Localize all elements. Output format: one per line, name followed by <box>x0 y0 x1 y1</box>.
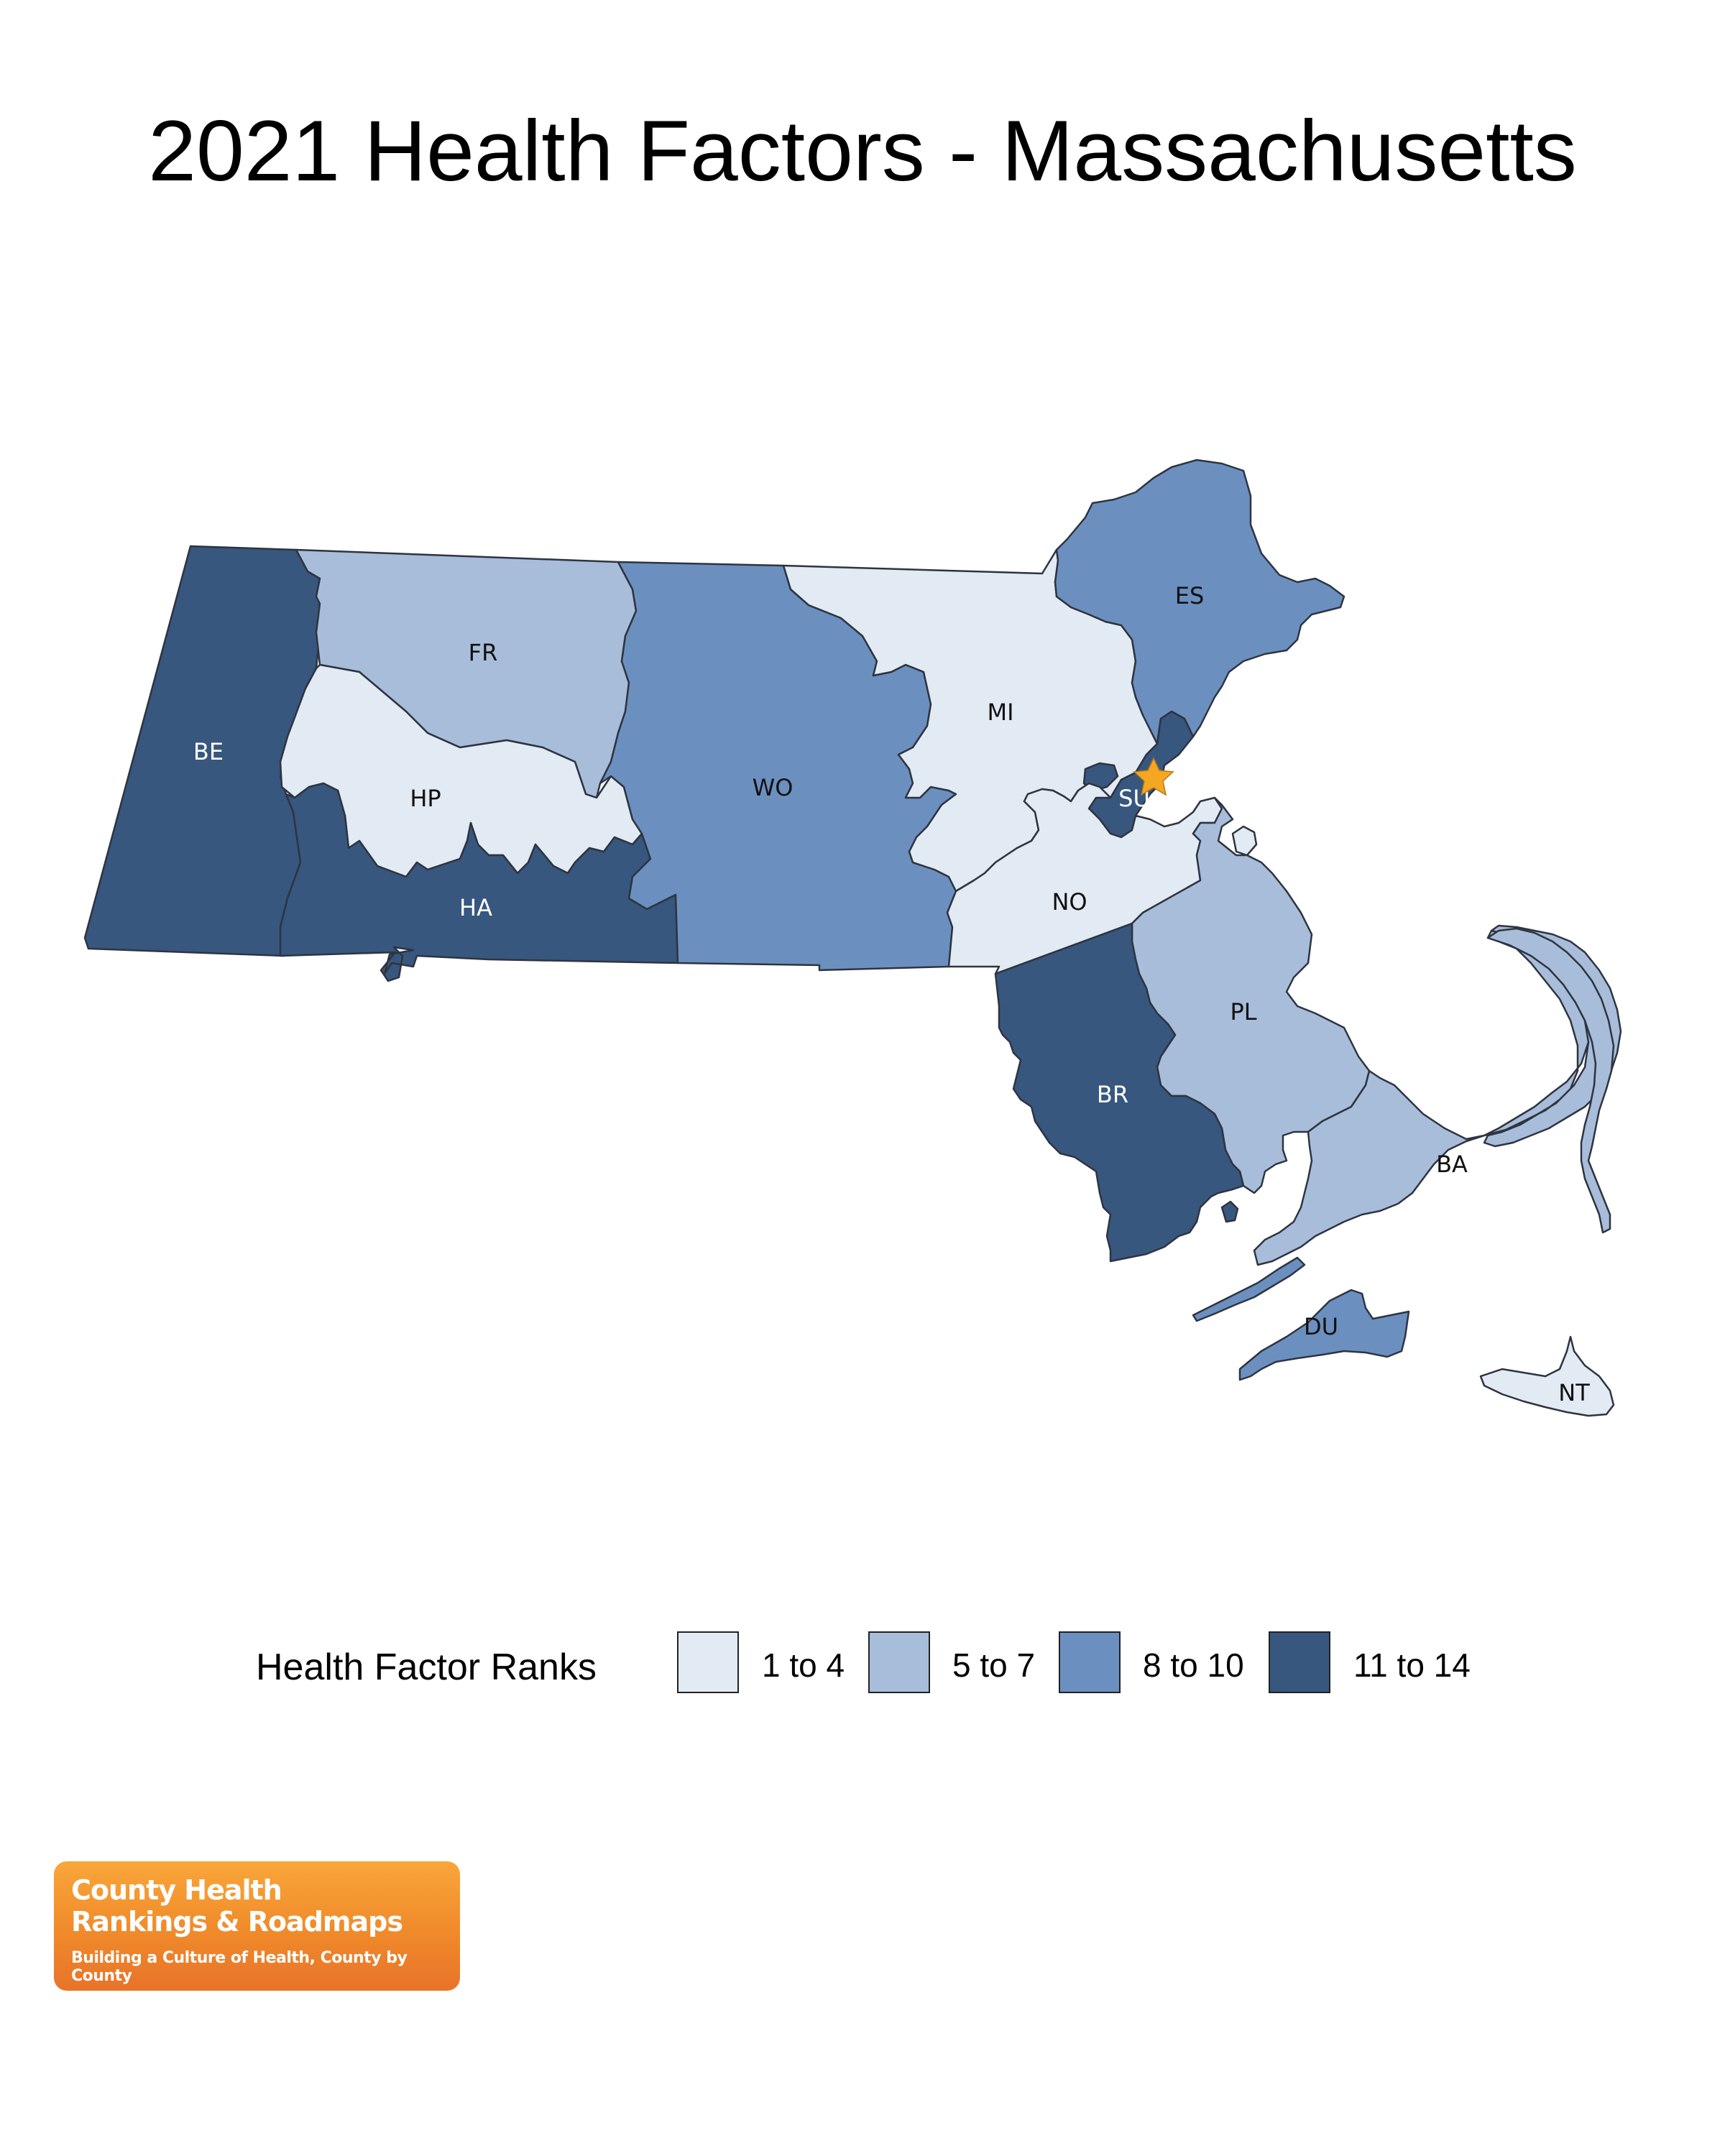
legend-title: Health Factor Ranks <box>256 1646 597 1688</box>
legend-label-11-to-14: 11 to 14 <box>1353 1646 1471 1684</box>
county-label-DU: DU <box>1304 1313 1338 1340</box>
county-label-NO: NO <box>1052 888 1087 916</box>
county-region-ES[interactable] <box>1054 459 1346 745</box>
county-label-HP: HP <box>410 785 441 812</box>
legend-swatch-8-to-10 <box>1059 1631 1121 1693</box>
county-label-BA: BA <box>1436 1151 1468 1178</box>
county-label-NT: NT <box>1558 1379 1590 1406</box>
county-region-DU-islands[interactable] <box>1192 1256 1306 1322</box>
county-label-BR: BR <box>1097 1081 1128 1108</box>
county-region-BA-outer[interactable] <box>1486 927 1615 1234</box>
county-label-BE: BE <box>193 738 224 765</box>
county-region-NO-hull[interactable] <box>1231 825 1258 857</box>
legend-label-1-to-4: 1 to 4 <box>762 1646 845 1684</box>
legend: Health Factor Ranks 1 to 4 5 to 7 8 to 1… <box>0 1624 1725 1710</box>
county-label-ES: ES <box>1175 582 1205 609</box>
legend-swatch-11-to-14 <box>1269 1631 1330 1693</box>
logo-line-1: County Health <box>71 1874 282 1906</box>
capital-star-icon <box>1133 757 1174 796</box>
legend-swatch-5-to-7 <box>868 1631 930 1693</box>
legend-swatch-1-to-4 <box>677 1631 739 1693</box>
legend-label-8-to-10: 8 to 10 <box>1143 1646 1244 1684</box>
county-region-BR[interactable] <box>994 922 1245 1263</box>
logo-line-2: Rankings & Roadmaps <box>71 1906 403 1938</box>
map-title: 2021 Health Factors - Massachusetts <box>148 103 1577 199</box>
county-region-HA[interactable] <box>279 782 679 982</box>
logo-tagline: Building a Culture of Health, County by … <box>71 1949 408 1985</box>
legend-label-5-to-7: 5 to 7 <box>952 1646 1036 1684</box>
massachusetts-county-map: BE FR HP HA WO MI ES SU NO PL BR BA DU N… <box>83 459 1622 1417</box>
county-health-rankings-logo: County Health Rankings & Roadmaps Buildi… <box>54 1861 460 1991</box>
county-region-NT[interactable] <box>1479 1335 1615 1417</box>
county-region-BR-island[interactable] <box>1220 1200 1239 1223</box>
county-label-FR: FR <box>469 639 498 666</box>
county-label-PL: PL <box>1230 998 1256 1026</box>
county-label-MI: MI <box>987 699 1013 726</box>
county-label-HA: HA <box>459 894 492 921</box>
county-region-DU[interactable] <box>1238 1289 1410 1381</box>
county-label-WO: WO <box>753 774 794 801</box>
